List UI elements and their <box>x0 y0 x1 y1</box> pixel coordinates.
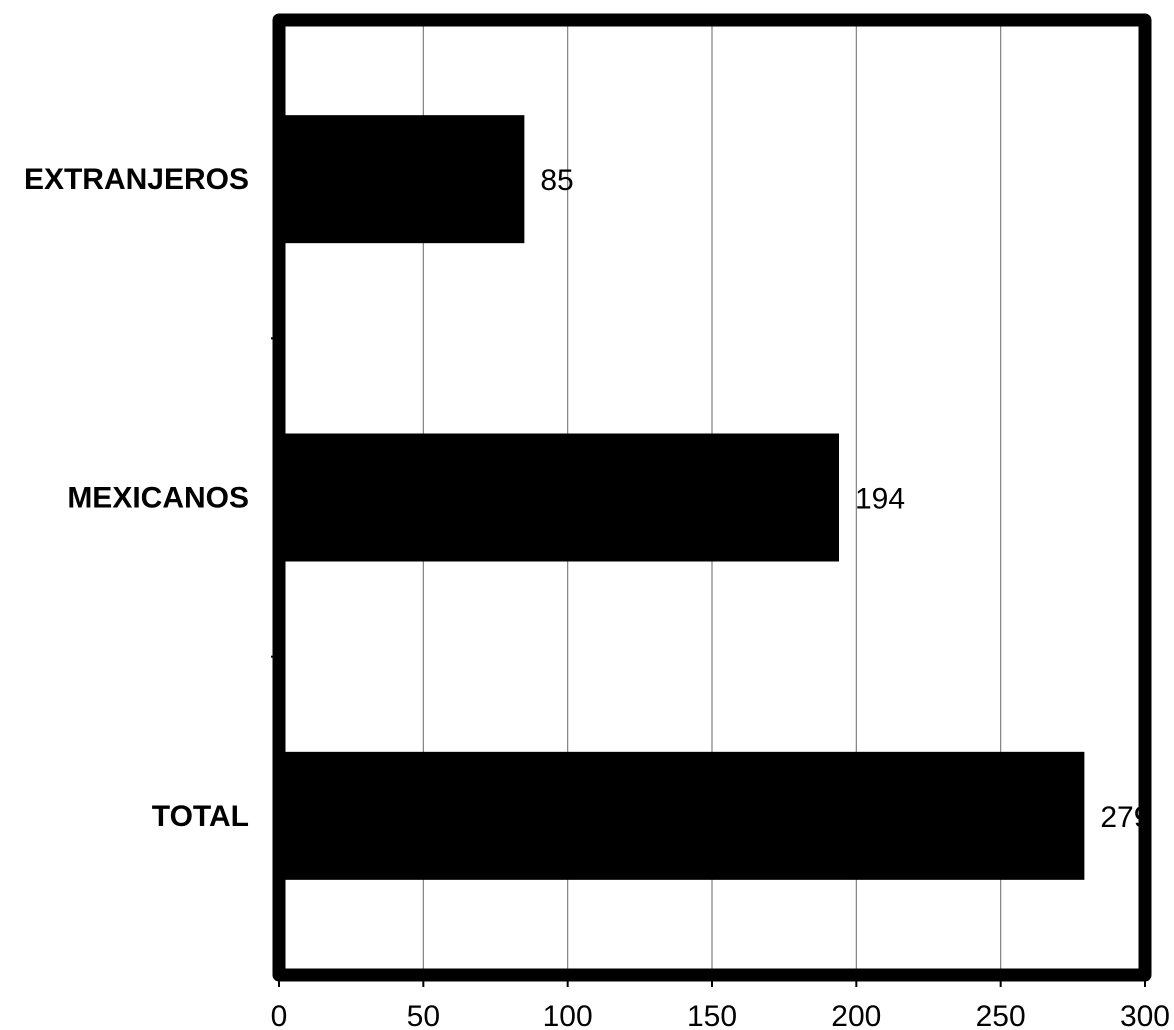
bar-extranjeros <box>279 115 525 244</box>
plot-frame <box>271 13 1152 987</box>
category-label-extranjeros: EXTRANJEROS <box>24 163 249 196</box>
data-label-total: 279 <box>1100 801 1150 834</box>
bar-mexicanos <box>279 433 840 562</box>
x-tick-label-0: 0 <box>271 1000 288 1030</box>
category-label-total: TOTAL <box>152 800 249 833</box>
x-tick-label-150: 150 <box>687 1000 737 1030</box>
x-tick-label-250: 250 <box>976 1000 1026 1030</box>
category-label-mexicanos: MEXICANOS <box>67 482 249 515</box>
data-label-mexicanos: 194 <box>855 483 905 516</box>
x-tick-label-200: 200 <box>831 1000 881 1030</box>
x-tick-label-50: 50 <box>407 1000 440 1030</box>
x-tick-label-300: 300 <box>1120 1000 1170 1030</box>
data-label-extranjeros: 85 <box>540 164 573 197</box>
bars <box>279 115 1085 880</box>
x-tick-label-100: 100 <box>543 1000 593 1030</box>
bar-total <box>279 751 1085 880</box>
labels: 85 EXTRANJEROS 194 MEXICANOS 279 TOTAL 0 50 100 1… <box>24 163 1170 1030</box>
